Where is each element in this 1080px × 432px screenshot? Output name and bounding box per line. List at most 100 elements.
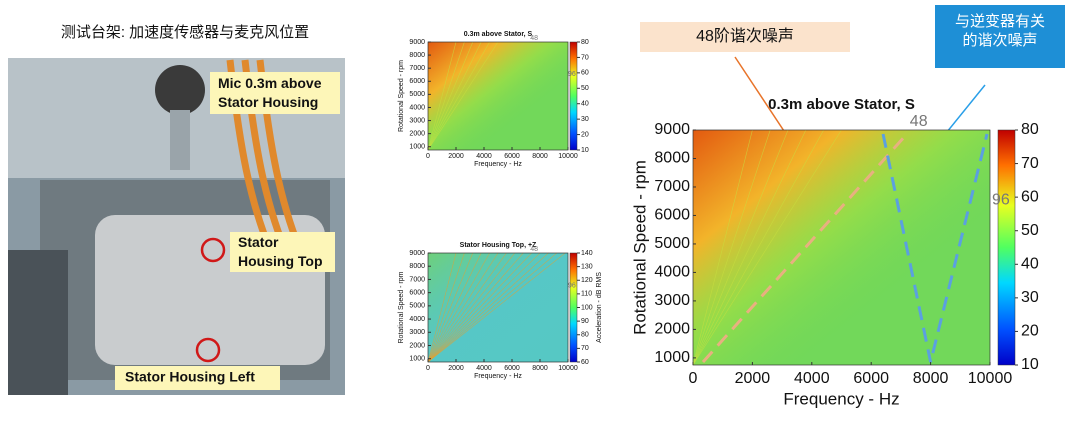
y-tick-label: 2000 bbox=[409, 130, 425, 137]
x-tick-label: 6000 bbox=[504, 153, 520, 160]
y-tick-label: 6000 bbox=[654, 207, 690, 224]
plot-frame bbox=[427, 41, 569, 151]
label-box bbox=[210, 72, 340, 114]
colorbar-tick-label: 100 bbox=[581, 304, 593, 311]
y-tick-label: 7000 bbox=[654, 178, 690, 195]
y-tick-label: 3000 bbox=[654, 292, 690, 309]
colorbar-tick-label: 70 bbox=[581, 345, 589, 352]
x-axis-label: Frequency - Hz bbox=[474, 373, 522, 380]
callout: 48阶谐次噪声 bbox=[696, 27, 794, 45]
y-tick-label: 6000 bbox=[409, 78, 425, 85]
plot-frame bbox=[692, 129, 991, 366]
x-tick-label: 0 bbox=[426, 365, 430, 372]
chart-title: 0.3m above Stator, S bbox=[464, 31, 533, 38]
order-line bbox=[427, 252, 474, 363]
x-tick-label: 2000 bbox=[448, 153, 464, 160]
order-line bbox=[427, 252, 490, 363]
colorbar-tick-label: 20 bbox=[581, 131, 589, 138]
colorbar-tick-label: 50 bbox=[1021, 222, 1039, 239]
colorbar-tick-label: 80 bbox=[1021, 121, 1039, 138]
x-tick-label: 6000 bbox=[853, 370, 889, 387]
colorbar-tick-label: 60 bbox=[581, 70, 589, 77]
order-line bbox=[427, 252, 557, 363]
x-tick-label: 2000 bbox=[735, 370, 771, 387]
colorbar-tick-label: 60 bbox=[581, 359, 589, 366]
plot-frame bbox=[427, 252, 569, 363]
colorbar bbox=[997, 129, 1016, 366]
colorbar-tick-label: 40 bbox=[581, 101, 589, 108]
order-line bbox=[692, 129, 789, 366]
callout-box bbox=[640, 22, 850, 52]
order-line bbox=[427, 41, 474, 151]
order-line bbox=[427, 41, 457, 151]
heatmap-shade bbox=[693, 130, 990, 365]
order-line bbox=[427, 252, 566, 363]
colorbar-tick-label: 20 bbox=[1021, 323, 1039, 340]
y-tick-label: 1000 bbox=[409, 144, 425, 151]
order-line bbox=[692, 129, 842, 366]
callout: 与逆变器有关的谐次噪声 bbox=[955, 13, 1045, 49]
colorbar-tick-label: 120 bbox=[581, 277, 593, 284]
y-tick-label: 2000 bbox=[409, 342, 425, 349]
x-tick-label: 4000 bbox=[794, 370, 830, 387]
y-tick-label: 6000 bbox=[409, 289, 425, 296]
colorbar-tick-label: 50 bbox=[581, 85, 589, 92]
colorbar bbox=[569, 252, 578, 363]
colorbar-label: Acceleration - dB RMS bbox=[596, 272, 603, 343]
order-line bbox=[427, 252, 532, 363]
x-tick-label: 10000 bbox=[558, 365, 578, 372]
order-line bbox=[692, 129, 807, 366]
order-annotation: 48 bbox=[530, 246, 538, 253]
order-line bbox=[692, 129, 753, 366]
order-line bbox=[427, 41, 499, 151]
colorbar-tick-label: 130 bbox=[581, 263, 593, 270]
order-line bbox=[427, 41, 490, 151]
order-line bbox=[427, 252, 524, 363]
order-line bbox=[427, 252, 507, 363]
y-tick-label: 7000 bbox=[409, 276, 425, 283]
order-annotation: 96 bbox=[992, 192, 1010, 209]
label-box bbox=[230, 232, 335, 272]
y-tick-label: 8000 bbox=[409, 52, 425, 59]
y-tick-label: 5000 bbox=[409, 91, 425, 98]
order-annotation: 96 bbox=[568, 283, 576, 290]
y-tick-label: 1000 bbox=[654, 349, 690, 366]
colorbar bbox=[569, 41, 578, 151]
y-tick-label: 9000 bbox=[409, 39, 425, 46]
order-line bbox=[427, 252, 465, 363]
x-tick-label: 10000 bbox=[558, 153, 578, 160]
y-axis-label: Rotational Speed - rpm bbox=[630, 160, 649, 335]
colorbar-tick-label: 70 bbox=[581, 54, 589, 61]
order-line bbox=[692, 129, 771, 366]
x-tick-label: 0 bbox=[426, 153, 430, 160]
y-axis-label: Rotational Speed - rpm bbox=[398, 271, 405, 343]
x-tick-label: 10000 bbox=[968, 370, 1013, 387]
y-tick-label: 4000 bbox=[654, 264, 690, 281]
y-tick-label: 4000 bbox=[409, 316, 425, 323]
y-tick-label: 7000 bbox=[409, 65, 425, 72]
x-tick-label: 8000 bbox=[532, 153, 548, 160]
x-tick-label: 8000 bbox=[532, 365, 548, 372]
photo-label: Stator Housing Top bbox=[238, 234, 323, 269]
y-tick-label: 3000 bbox=[409, 329, 425, 336]
y-tick-label: 8000 bbox=[409, 263, 425, 270]
y-tick-label: 5000 bbox=[654, 235, 690, 252]
order-line bbox=[427, 252, 541, 363]
colorbar-tick-label: 10 bbox=[1021, 356, 1039, 373]
colorbar-tick-label: 30 bbox=[1021, 289, 1039, 306]
order-line bbox=[427, 252, 499, 363]
colorbar-tick-label: 110 bbox=[581, 291, 592, 298]
y-tick-label: 3000 bbox=[409, 117, 425, 124]
colorbar-tick-label: 90 bbox=[581, 318, 589, 325]
x-axis-label: Frequency - Hz bbox=[474, 161, 522, 168]
colorbar-tick-label: 80 bbox=[581, 332, 589, 339]
colorbar-tick-label: 140 bbox=[581, 250, 593, 257]
y-tick-label: 8000 bbox=[654, 150, 690, 167]
colorbar-tick-label: 80 bbox=[581, 39, 589, 46]
photo: Mic 0.3m above Stator Housing Stator Hou… bbox=[8, 58, 345, 395]
order-line bbox=[427, 252, 457, 363]
slide-title: 测试台架: 加速度传感器与麦克风位置 bbox=[61, 24, 309, 41]
y-tick-label: 2000 bbox=[654, 321, 690, 338]
y-tick-label: 9000 bbox=[409, 250, 425, 257]
order-annotation: 48 bbox=[530, 35, 538, 42]
